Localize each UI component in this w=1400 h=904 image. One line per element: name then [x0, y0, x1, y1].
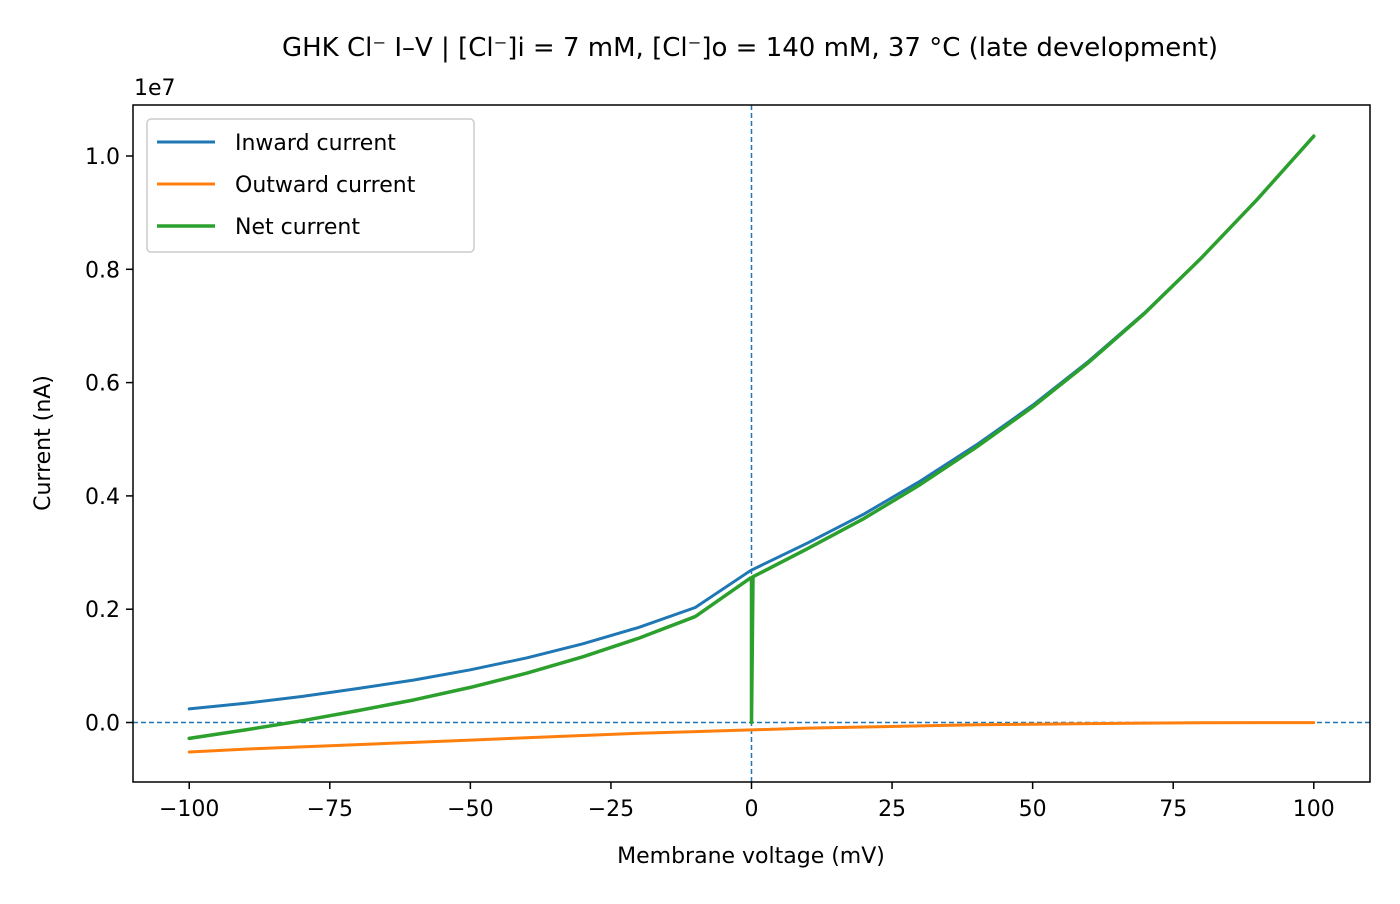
series-net-current	[187, 134, 1316, 741]
x-tick-label: −50	[447, 797, 493, 822]
y-tick-label: 0.6	[85, 372, 120, 397]
chart-title: GHK Cl⁻ I–V | [Cl⁻]i = 7 mM, [Cl⁻]o = 14…	[282, 33, 1218, 63]
legend-label-outward: Outward current	[235, 173, 416, 198]
y-axis-label: Current (nA)	[31, 375, 56, 511]
legend-box	[146, 118, 475, 253]
y-offset-label: 1e7	[134, 76, 176, 101]
x-tick-label: 50	[1019, 797, 1047, 822]
legend-label-inward: Inward current	[235, 131, 396, 156]
legend: Inward current Outward current Net curre…	[146, 118, 475, 253]
y-tick-label: 0.8	[85, 258, 120, 283]
x-tick-label: 0	[745, 797, 759, 822]
y-tick-label: 0.2	[85, 598, 120, 623]
axes-frame	[132, 104, 1371, 783]
x-tick-label: 75	[1159, 797, 1187, 822]
x-tick-label: 100	[1293, 797, 1335, 822]
series-outward-current	[187, 721, 1316, 754]
x-axis-label: Membrane voltage (mV)	[617, 844, 885, 869]
y-tick-label: 0.0	[85, 712, 120, 737]
y-tick-label: 0.4	[85, 485, 120, 510]
y-tick-label: 1.0	[85, 145, 120, 170]
legend-label-net: Net current	[235, 215, 360, 240]
x-axis-ticks: −100 −75 −50 −25 0 25 50 75 100	[159, 782, 1335, 822]
x-tick-label: −100	[159, 797, 219, 822]
plot-area	[133, 105, 1370, 782]
y-axis-ticks: 0.0 0.2 0.4 0.6 0.8 1.0	[85, 145, 133, 737]
x-tick-label: −25	[588, 797, 634, 822]
x-tick-label: 25	[878, 797, 906, 822]
x-tick-label: −75	[307, 797, 353, 822]
